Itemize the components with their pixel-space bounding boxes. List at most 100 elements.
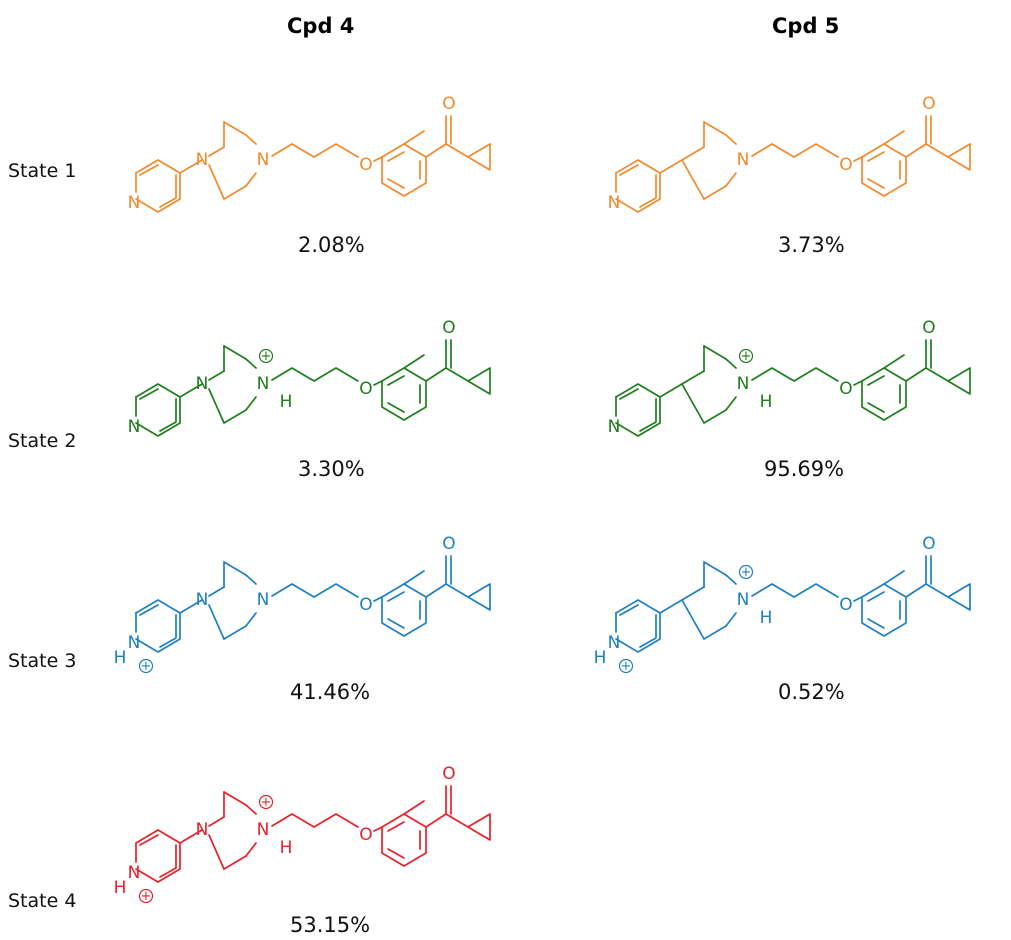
pyridine-nitrogen: N <box>608 193 621 213</box>
bond <box>159 637 177 648</box>
carbonyl-oxygen: O <box>442 318 455 338</box>
structure-cpd4-state2: N N N O + H O <box>128 318 491 437</box>
bond-path <box>947 583 971 611</box>
bond <box>725 574 737 585</box>
bond <box>387 821 405 832</box>
bond <box>208 370 225 381</box>
structure-cpd5-state3: NH +N O+HO <box>594 534 971 674</box>
bond <box>445 143 469 158</box>
bond <box>208 164 225 200</box>
bond <box>925 143 949 158</box>
ether-oxygen: O <box>359 595 372 615</box>
bond <box>867 151 885 162</box>
bond-path <box>135 599 181 653</box>
bond <box>387 618 405 629</box>
bond <box>245 358 257 369</box>
bond-path <box>271 367 359 382</box>
ring-nitrogen: N <box>737 374 750 394</box>
bond <box>387 151 405 162</box>
ether-oxygen: O <box>839 155 852 175</box>
bond <box>179 599 203 614</box>
bond-path <box>271 813 359 828</box>
bond <box>639 197 657 208</box>
structure-cpd5-state2: N N O + H O <box>608 318 971 437</box>
bond <box>659 599 683 614</box>
bond-path <box>271 143 359 158</box>
ring-n-hydrogen: H <box>760 392 773 412</box>
bond <box>223 185 247 200</box>
carbonyl-oxygen: O <box>442 534 455 554</box>
charge-plus: + <box>261 349 272 364</box>
cpd5-state1-percentage: 3.73% <box>778 233 845 257</box>
bond <box>703 185 727 200</box>
bond <box>159 421 177 432</box>
bond <box>387 178 405 189</box>
bond <box>619 604 639 616</box>
carbonyl-oxygen: O <box>922 318 935 338</box>
bond-path <box>135 383 181 437</box>
bond <box>905 143 927 158</box>
charge-plus: + <box>741 565 752 580</box>
bond <box>883 570 905 585</box>
charge-circle <box>258 348 274 364</box>
bond <box>725 612 737 627</box>
bond <box>223 561 247 576</box>
piperazine-nitrogen-1: N <box>196 150 209 170</box>
bond <box>725 134 737 145</box>
charge-circle <box>258 794 274 810</box>
bond <box>639 637 657 648</box>
ring-nitrogen: N <box>257 150 270 170</box>
bond <box>179 159 203 174</box>
bond <box>867 618 885 629</box>
pyridine-nitrogen: N <box>608 633 621 653</box>
bond-path <box>751 367 839 382</box>
bond <box>725 396 737 411</box>
bond <box>208 604 225 640</box>
bond <box>925 367 949 382</box>
bond <box>659 383 683 398</box>
bond-path <box>947 143 971 171</box>
bond <box>159 867 177 878</box>
bond <box>245 172 257 187</box>
ring-nitrogen: N <box>257 590 270 610</box>
bond-path <box>467 367 491 395</box>
bond <box>703 121 727 136</box>
cpd4-state1-percentage: 2.08% <box>298 233 365 257</box>
bond <box>245 574 257 585</box>
carbonyl-oxygen: O <box>922 534 935 554</box>
bond <box>725 358 737 369</box>
bond-path <box>615 599 661 653</box>
bond <box>387 402 405 413</box>
bond-path <box>467 143 491 171</box>
carbonyl-oxygen: O <box>442 764 455 784</box>
bond <box>425 583 447 598</box>
cpd4-state4-percentage: 53.15% <box>290 913 371 937</box>
state-label-1: State 1 <box>8 160 77 182</box>
bond <box>245 842 257 857</box>
bond <box>703 561 727 576</box>
charge-circle <box>738 564 754 580</box>
bond <box>387 848 405 859</box>
bond <box>867 591 885 602</box>
bond <box>905 583 927 598</box>
bond <box>139 834 159 846</box>
bond <box>403 354 425 369</box>
pyridine-hydrogen: H <box>114 648 127 668</box>
bond-path <box>467 583 491 611</box>
bond <box>223 625 247 640</box>
bond <box>223 121 247 136</box>
bond <box>681 146 705 161</box>
ring-n-hydrogen: H <box>280 392 293 412</box>
charge-plus: + <box>261 795 272 810</box>
column-title-cpd5: Cpd 5 <box>772 14 840 38</box>
charge-circle <box>138 658 154 674</box>
pyridine-nitrogen: N <box>128 863 141 883</box>
cpd5-state2-percentage: 95.69% <box>764 457 845 481</box>
ether-oxygen: O <box>359 825 372 845</box>
structure-cpd4-state4: NH +N N O+HO <box>114 764 491 904</box>
structure-cpd4-state3: NH +N N OO <box>114 534 491 674</box>
bond <box>373 156 383 162</box>
piperazine-nitrogen-1: N <box>196 374 209 394</box>
state-label-2: State 2 <box>8 430 77 452</box>
carbonyl-oxygen: O <box>442 94 455 114</box>
